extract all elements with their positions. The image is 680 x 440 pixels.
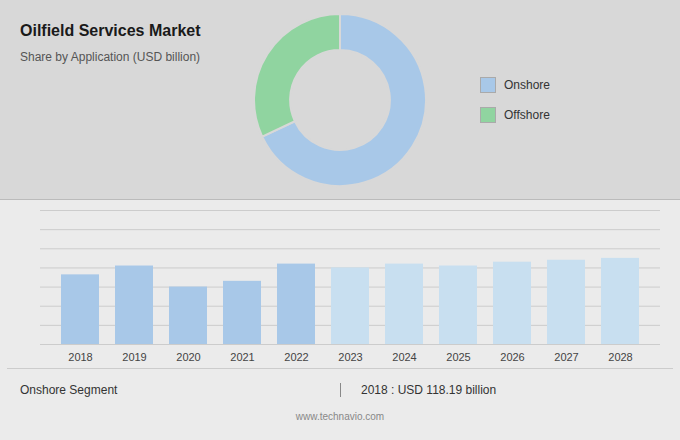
svg-text:2027: 2027 [554, 351, 578, 363]
svg-text:2024: 2024 [392, 351, 416, 363]
html-text:Oilfield Services Market: Oilfield Services Market [20, 22, 201, 39]
html-text:Offshore: Offshore [504, 107, 550, 122]
svg-text:2018: 2018 [68, 351, 92, 363]
svg-text:2028: 2028 [608, 351, 632, 363]
svg-text:2019: 2019 [122, 351, 146, 363]
svg-text:2023: 2023 [338, 351, 362, 363]
html-text:Onshore: Onshore [504, 77, 550, 92]
svg-text:2021: 2021 [230, 351, 254, 363]
svg-text:2022: 2022 [284, 351, 308, 363]
html-text:Onshore Segment: Onshore Segment [20, 383, 118, 397]
html-text:2018 : USD 118.19 billion: 2018 : USD 118.19 billion [361, 383, 497, 397]
svg-text:2020: 2020 [176, 351, 200, 363]
svg-text:2026: 2026 [500, 351, 524, 363]
html-text:www.technavio.com: www.technavio.com [295, 411, 385, 422]
html-text:Share by Application (USD bill: Share by Application (USD billion) [20, 50, 201, 64]
svg-text:2025: 2025 [446, 351, 470, 363]
